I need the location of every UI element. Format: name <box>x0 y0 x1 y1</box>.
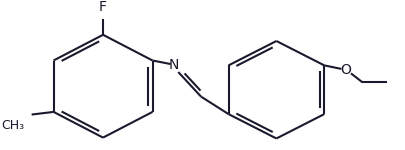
Text: F: F <box>99 0 107 14</box>
Text: CH₃: CH₃ <box>1 119 24 132</box>
Text: O: O <box>340 63 351 77</box>
Text: N: N <box>168 58 179 72</box>
